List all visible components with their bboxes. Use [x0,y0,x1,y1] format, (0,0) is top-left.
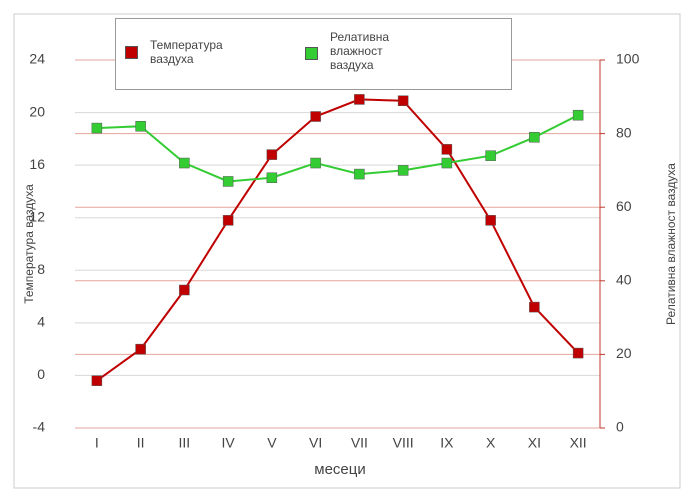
frame [13,13,681,489]
point [441,144,453,155]
point [397,165,409,176]
x-tick-label: IX [440,435,454,451]
legend-label: Температура ваздуха [150,38,223,66]
y2-tick-label: 0 [616,419,624,435]
y2-tick-label: 20 [616,345,632,361]
series-line [96,114,579,183]
point [179,157,190,169]
point [441,157,453,169]
x-tick-label: IV [222,435,236,451]
x-tick-label: II [137,435,145,451]
y-tick-label: 12 [29,208,45,224]
point [529,301,540,313]
point [485,150,496,161]
legend-swatch [125,46,138,59]
x-tick-label: III [179,435,191,451]
y2-tick-label: 60 [616,198,632,214]
x-tick-label: I [95,435,99,451]
y2-tick-label: 40 [616,272,632,288]
point [572,347,584,359]
x-tick-label: VII [351,435,368,451]
point [354,168,365,180]
point [354,94,365,105]
y-tick-label: 16 [29,156,45,172]
y-tick-label: 20 [29,103,45,119]
x-axis-label: месеци [314,461,365,478]
point [266,172,278,184]
point [397,95,409,106]
point [529,132,540,143]
point [485,215,496,226]
point [91,375,103,386]
legend-swatch [305,47,318,60]
y-tick-label: 24 [29,51,45,67]
y2-tick-label: 100 [616,51,640,67]
point [179,284,190,296]
legend-label: Релативна влажност ваздуха [330,30,390,72]
point [135,343,146,355]
point [222,215,234,226]
y-tick-label: 4 [37,314,45,330]
point [572,109,584,121]
y-axis-label: Температура ваздуха [22,184,36,304]
y-tick-label: 8 [37,261,45,277]
x-tick-label: XI [528,435,541,451]
point [310,157,321,169]
y2-axis-label: Релативна влажност ваздуха [664,163,678,325]
y-tick-label: -4 [33,419,46,435]
y-tick-label: 0 [37,366,45,382]
point [91,122,103,134]
point [310,111,321,122]
x-tick-label: VIII [393,435,414,451]
point [135,120,146,132]
x-tick-label: VI [309,435,322,451]
point [266,149,278,160]
x-tick-label: XII [570,435,587,451]
x-tick-label: X [486,435,496,451]
series-line [96,98,579,382]
point [222,176,234,187]
x-tick-label: V [267,435,277,451]
y2-tick-label: 80 [616,124,632,140]
